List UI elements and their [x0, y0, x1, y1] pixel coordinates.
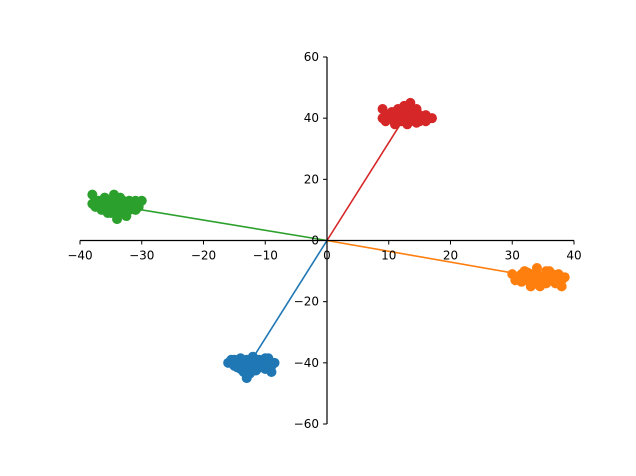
data-point	[550, 278, 561, 289]
data-point	[121, 211, 132, 222]
data-point	[402, 103, 413, 114]
y-tick-label: −60	[294, 417, 319, 431]
y-tick-label: 20	[304, 172, 319, 186]
data-point	[93, 201, 104, 212]
x-tick-label: 20	[443, 249, 458, 263]
data-point	[426, 113, 437, 124]
data-point	[112, 214, 123, 225]
data-point	[516, 276, 527, 287]
series-3	[326, 97, 437, 241]
data-point	[247, 356, 258, 367]
series-1	[326, 239, 570, 292]
series-2	[87, 189, 328, 242]
data-point	[105, 207, 116, 218]
y-tick-label: 40	[304, 111, 319, 125]
data-point	[232, 362, 243, 373]
x-tick-label: −30	[129, 249, 154, 263]
y-tick-label: 0	[311, 234, 319, 248]
x-tick-label: 30	[505, 249, 520, 263]
series-line	[326, 117, 405, 241]
data-point	[229, 354, 240, 365]
data-point	[408, 110, 419, 121]
data-point	[531, 278, 542, 289]
x-tick-label: 10	[381, 249, 396, 263]
series-0	[223, 240, 328, 384]
data-point	[377, 103, 388, 114]
x-tick-label: −40	[67, 249, 92, 263]
y-tick-label: 60	[304, 50, 319, 64]
x-tick-label: 40	[566, 249, 581, 263]
data-point	[544, 266, 555, 277]
data-point	[118, 198, 129, 209]
x-tick-label: 0	[323, 249, 331, 263]
series-line	[123, 206, 328, 242]
x-tick-label: −20	[191, 249, 216, 263]
data-point	[136, 195, 147, 206]
series-layer	[87, 97, 570, 384]
series-line	[249, 240, 328, 364]
data-point	[396, 111, 407, 122]
data-point	[257, 362, 268, 373]
data-point	[263, 353, 274, 364]
y-tick-label: −40	[294, 356, 319, 370]
x-tick-label: −10	[253, 249, 278, 263]
y-tick-label: −20	[294, 295, 319, 309]
data-point	[87, 189, 98, 200]
data-point	[266, 367, 277, 378]
data-point	[559, 272, 570, 283]
axes-layer: −40 −30 −20 −10 0 10 20 30 40 −60 −40 −20 0 20 40 60	[67, 50, 581, 431]
series-line	[326, 239, 538, 278]
